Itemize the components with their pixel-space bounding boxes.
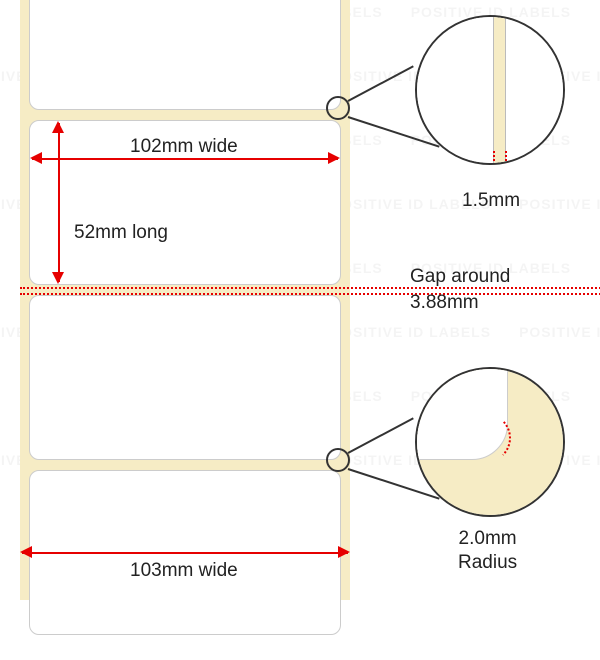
callout-radius-line1: 2.0mm	[458, 528, 517, 550]
callout-radius-caption: 2.0mm Radius	[458, 528, 517, 574]
callout-lead	[348, 65, 414, 102]
gap-line	[20, 293, 600, 295]
arrowhead-icon	[328, 152, 340, 164]
arrowhead-icon	[30, 152, 42, 164]
label-strip	[20, 0, 350, 600]
callout-edge-caption: 1.5mm	[462, 190, 520, 212]
callout-lead	[348, 417, 414, 454]
callout-radius	[415, 367, 565, 517]
dim-length-line	[58, 123, 60, 282]
dim-length-label: 52mm long	[74, 222, 168, 244]
label-rect	[29, 295, 341, 460]
gap-line	[20, 287, 600, 289]
dim-width-bottom-line	[22, 552, 348, 554]
callout-radius-line2: Radius	[458, 552, 517, 574]
callout-gap-caption: Gap around 3.88mm	[410, 266, 510, 314]
callout-edge-source	[326, 96, 350, 120]
arrowhead-icon	[52, 121, 64, 133]
label-rect	[29, 0, 341, 110]
arrowhead-icon	[52, 272, 64, 284]
callout-radius-source	[326, 448, 350, 472]
callout-edge	[415, 15, 565, 165]
callout-gap-line2: 3.88mm	[410, 292, 510, 314]
arrowhead-icon	[20, 546, 32, 558]
dim-width-top-line	[32, 158, 338, 160]
dim-width-top-label: 102mm wide	[130, 136, 238, 158]
dim-width-bottom-label: 103mm wide	[130, 560, 238, 582]
arrowhead-icon	[338, 546, 350, 558]
callout-gap-line1: Gap around	[410, 266, 510, 288]
